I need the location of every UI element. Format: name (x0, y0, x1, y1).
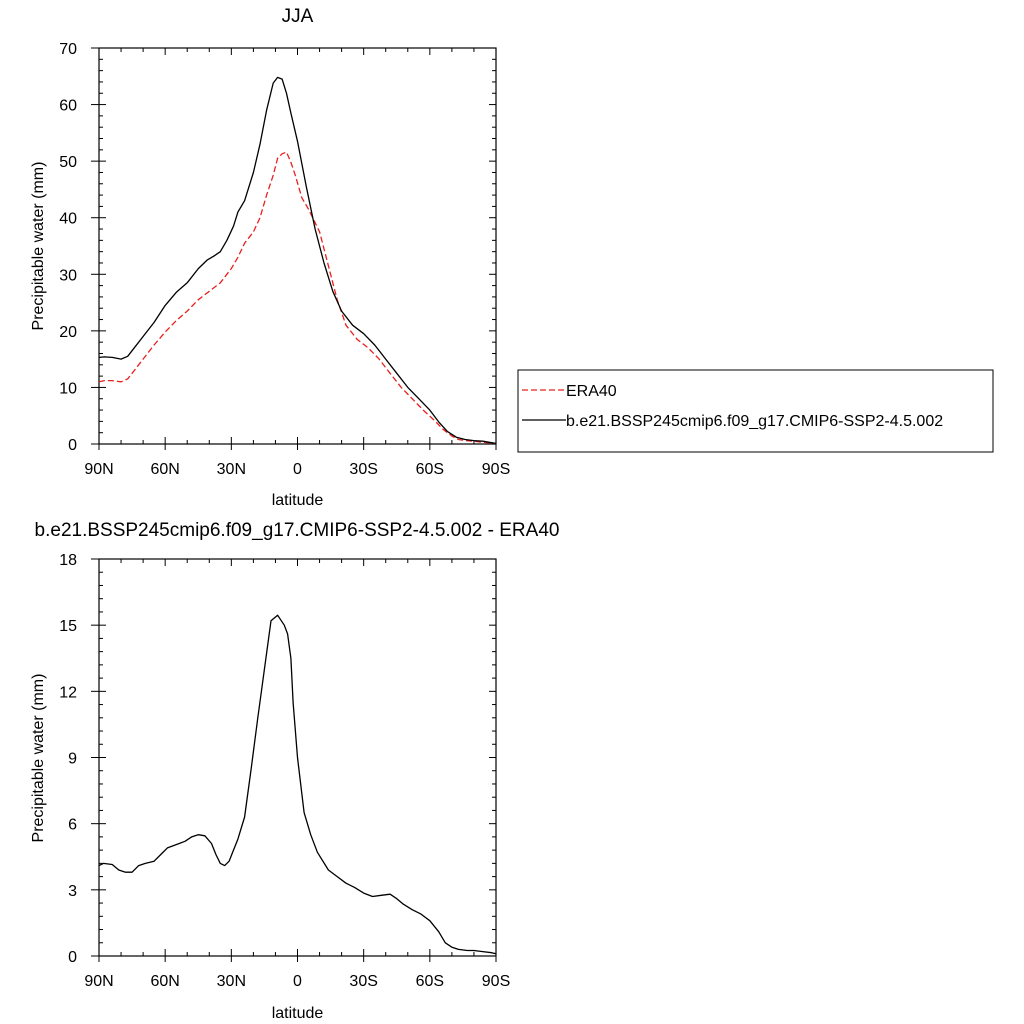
x-tick-labels: 90N 60N 30N 0 30S 60S 90S (84, 973, 510, 990)
x-axis-label: latitude (272, 492, 324, 509)
series-lines (98, 76, 497, 445)
y-axis-label: Precipitable water (mm) (30, 674, 47, 843)
plot-frame (98, 47, 497, 445)
y-tick-label: 50 (59, 154, 77, 171)
x-tick-label: 0 (293, 973, 302, 990)
x-tick-labels: 90N 60N 30N 0 30S 60S 90S (84, 461, 510, 478)
y-tick-label: 0 (68, 949, 77, 966)
y-tick-label: 70 (59, 41, 77, 58)
y-tick-label: 15 (59, 618, 77, 635)
x-tick-label: 60S (416, 973, 444, 990)
y-tick-labels: 0 3 6 9 12 15 18 (59, 552, 77, 966)
y-tick-label: 40 (59, 211, 77, 228)
x-tick-label: 60S (416, 461, 444, 478)
y-tick-label: 30 (59, 267, 77, 284)
chart-title: JJA (282, 6, 314, 27)
x-tick-label: 60N (150, 973, 179, 990)
series-line-0 (98, 614, 497, 955)
y-tick-label: 3 (68, 883, 77, 900)
y-tick-label: 18 (59, 552, 77, 569)
y-axis-label: Precipitable water (mm) (30, 162, 47, 331)
axis-ticks (91, 47, 497, 450)
y-tick-labels: 0 10 20 30 40 50 60 70 (59, 41, 77, 454)
x-tick-label: 90S (482, 973, 510, 990)
x-tick-label: 30N (217, 973, 246, 990)
y-tick-label: 0 (68, 437, 77, 454)
series-lines (98, 614, 497, 955)
y-tick-label: 10 (59, 380, 77, 397)
y-tick-label: 20 (59, 324, 77, 341)
bottom-panel: b.e21.BSSP245cmip6.f09_g17.CMIP6-SSP2-4.… (30, 520, 559, 1022)
y-tick-label: 60 (59, 98, 77, 115)
x-tick-label: 90N (84, 461, 113, 478)
x-tick-label: 60N (150, 461, 179, 478)
x-axis-label: latitude (272, 1005, 324, 1022)
series-line-0 (98, 151, 497, 445)
x-tick-label: 0 (293, 461, 302, 478)
y-tick-label: 12 (59, 684, 77, 701)
y-tick-label: 9 (68, 751, 77, 768)
legend-box (517, 369, 994, 453)
x-tick-label: 30N (217, 461, 246, 478)
x-tick-label: 30S (349, 461, 377, 478)
series-line-1 (98, 76, 497, 445)
chart-title: b.e21.BSSP245cmip6.f09_g17.CMIP6-SSP2-4.… (35, 520, 560, 541)
x-tick-label: 90S (482, 461, 510, 478)
x-tick-label: 90N (84, 973, 113, 990)
top-panel: JJA 90N 60N 30N 0 30S 60S 90S 010203040506070 … (30, 6, 994, 509)
y-tick-label: 6 (68, 817, 77, 834)
legend: ERA40 b.e21.BSSP245cmip6.f09_g17.CMIP6-S… (517, 369, 994, 453)
x-tick-label: 30S (349, 973, 377, 990)
legend-entry-model: b.e21.BSSP245cmip6.f09_g17.CMIP6-SSP2-4.… (566, 413, 943, 430)
legend-entry-era40: ERA40 (566, 383, 617, 400)
axis-ticks (91, 558, 497, 962)
